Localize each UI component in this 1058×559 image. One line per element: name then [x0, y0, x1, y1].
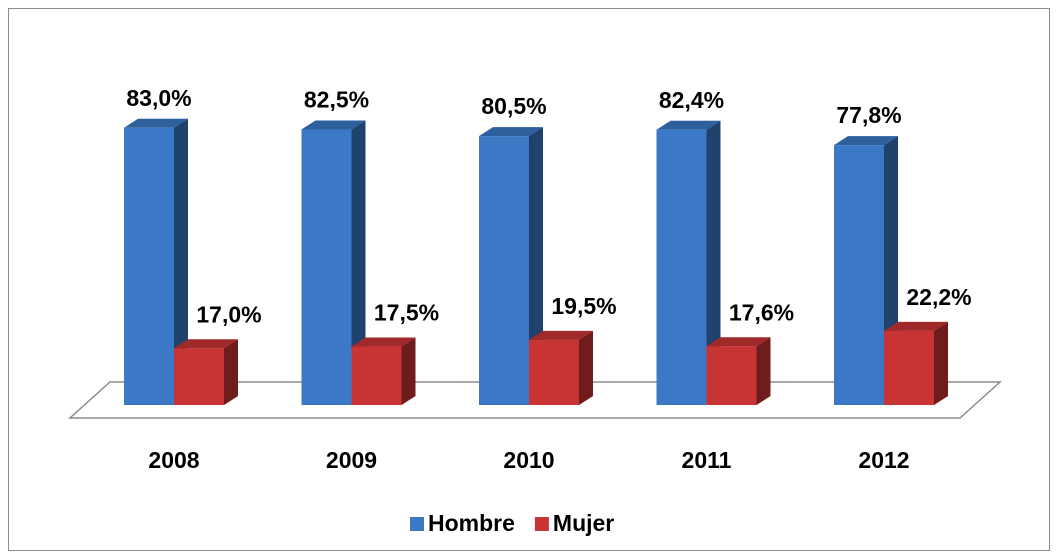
bar-top-shade — [479, 127, 543, 137]
bar-side-shade — [174, 118, 188, 405]
bar-side-shade — [756, 337, 771, 405]
x-tick-label: 2011 — [682, 447, 732, 473]
bar-top-shade — [174, 339, 238, 349]
bar-top — [834, 136, 898, 146]
bar — [174, 348, 224, 405]
bar-top — [174, 339, 238, 349]
bar-side-shade — [579, 330, 593, 405]
bar-side — [579, 330, 593, 405]
bar-top — [351, 337, 416, 347]
bar-side — [174, 118, 188, 405]
data-label: 82,5% — [304, 87, 369, 113]
bar — [529, 339, 579, 405]
legend-swatch — [534, 517, 549, 531]
bar-top-shade — [884, 321, 948, 331]
bar-top-shade — [529, 330, 593, 340]
x-tick-label: 2008 — [148, 447, 199, 473]
bar-side-shade — [351, 120, 366, 405]
data-label: 82,4% — [659, 87, 724, 113]
bar-top — [656, 120, 721, 130]
bar-side — [934, 321, 948, 405]
bar — [834, 145, 884, 405]
bar-top-shade — [351, 337, 416, 347]
data-label: 80,5% — [481, 93, 546, 119]
data-label: 17,6% — [729, 299, 794, 325]
x-tick-label: 2012 — [858, 447, 909, 473]
bar-top — [884, 321, 948, 331]
legend-label: Hombre — [428, 510, 515, 536]
bar-top-shade — [124, 118, 188, 128]
bar-side-shade — [706, 120, 721, 405]
data-label: 77,8% — [836, 102, 901, 128]
bar — [301, 129, 352, 405]
data-label: 83,0% — [126, 85, 191, 111]
bar-side — [706, 120, 721, 405]
bar — [351, 346, 402, 405]
bar-top-shade — [656, 120, 721, 130]
bar-top-shade — [706, 337, 771, 347]
bar-top — [124, 118, 188, 128]
bar-side — [756, 337, 771, 405]
data-label: 22,2% — [906, 284, 971, 310]
bar-side — [401, 337, 416, 405]
bar-side-shade — [934, 321, 948, 405]
data-label: 17,0% — [196, 301, 261, 327]
legend-swatch — [410, 517, 424, 531]
bar — [884, 330, 934, 405]
bar — [656, 129, 707, 405]
bar-side-shade — [224, 339, 238, 405]
x-tick-label: 2009 — [326, 447, 377, 473]
legend-label: Mujer — [553, 510, 614, 536]
bar — [124, 127, 174, 405]
x-tick-label: 2010 — [503, 447, 554, 473]
bar-side — [351, 120, 366, 405]
bar-top — [479, 127, 543, 137]
bar-side — [224, 339, 238, 405]
bar — [479, 136, 529, 405]
bar-top — [529, 330, 593, 340]
data-label: 17,5% — [374, 300, 439, 326]
bar-side-shade — [401, 337, 416, 405]
data-label: 19,5% — [551, 293, 616, 319]
bar-top — [706, 337, 771, 347]
bar-top-shade — [301, 120, 366, 130]
bar-top — [301, 120, 366, 130]
bar — [706, 346, 757, 405]
bar-top-shade — [834, 136, 898, 146]
